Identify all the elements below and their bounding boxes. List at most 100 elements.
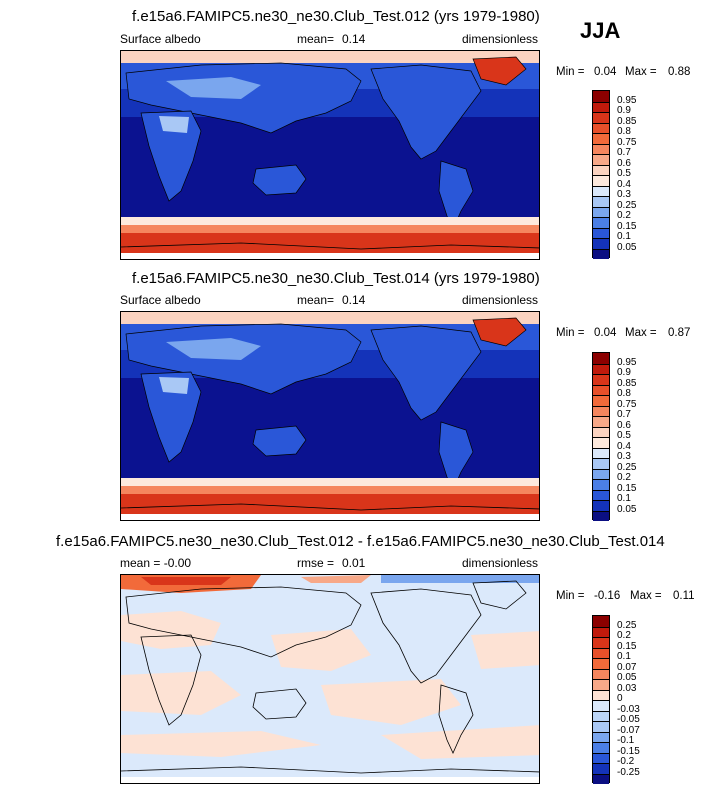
panel2-variable-label: Surface albedo: [120, 293, 201, 307]
panel2-units: dimensionless: [462, 293, 539, 307]
panel3-units: dimensionless: [462, 556, 539, 570]
colorbar-segment: [593, 353, 609, 364]
colorbar-tick-label: 0.25: [617, 461, 637, 473]
colorbar-tick-label: 0.1: [617, 231, 631, 242]
colorbar-segment: [593, 143, 609, 154]
colorbar-tick-label: 0.15: [617, 482, 637, 494]
panel1-max-value: 0.88: [668, 66, 691, 78]
colorbar-segment: [593, 426, 609, 437]
panel3-difference-map: [120, 574, 540, 784]
colorbar-segment: [593, 384, 609, 395]
colorbar-segment: [593, 395, 609, 406]
colorbar-segment: [593, 468, 609, 479]
colorbar-tick-label: 0.85: [617, 377, 637, 389]
panel1-colorbar: [592, 90, 610, 259]
colorbar-segment: [593, 164, 609, 175]
colorbar-segment: [593, 489, 609, 500]
colorbar-segment: [593, 668, 609, 679]
colorbar-tick-label: 0.4: [617, 440, 631, 452]
colorbar-segment: [593, 437, 609, 448]
colorbar-tick-label: 0.2: [617, 210, 631, 221]
colorbar-segment: [593, 500, 609, 511]
colorbar-segment: [593, 479, 609, 490]
colorbar-tick-label: 0.7: [617, 147, 631, 158]
colorbar-tick-label: 0.9: [617, 367, 631, 378]
colorbar-tick-label: 0.2: [617, 472, 631, 483]
colorbar-tick-label: 0.05: [617, 672, 637, 683]
colorbar-segment: [593, 154, 609, 165]
panel1-min-value: 0.04: [594, 66, 617, 78]
panel1-map-svg: [121, 51, 539, 259]
colorbar-segment: [593, 752, 609, 763]
panel2-max-label: Max =: [625, 327, 657, 339]
colorbar-segment: [593, 616, 609, 627]
panel2-min-label: Min =: [556, 327, 585, 339]
colorbar-tick-label: 0.1: [617, 651, 631, 662]
panel2-colorbar: [592, 352, 610, 521]
colorbar-segment: [593, 700, 609, 711]
colorbar-segment: [593, 679, 609, 690]
colorbar-tick-label: 0.6: [617, 419, 631, 431]
colorbar-segment: [593, 626, 609, 637]
colorbar-segment: [593, 637, 609, 648]
colorbar-segment: [593, 206, 609, 217]
colorbar-segment: [593, 248, 609, 259]
colorbar-tick-label: 0.6: [617, 157, 631, 169]
panel3-mean-text: mean = -0.00: [120, 556, 192, 570]
colorbar-segment: [593, 217, 609, 228]
colorbar-tick-label: 0.03: [617, 682, 637, 694]
colorbar-segment: [593, 122, 609, 133]
colorbar-tick-label: -0.03: [617, 703, 640, 715]
colorbar-segment: [593, 175, 609, 186]
colorbar-tick-label: 0.85: [617, 115, 637, 127]
colorbar-tick-label: 0.15: [617, 220, 637, 232]
colorbar-tick-label: 0.8: [617, 388, 631, 399]
panel1-mean-value: 0.14: [342, 32, 366, 46]
colorbar-segment: [593, 133, 609, 144]
colorbar-tick-label: 0.5: [617, 168, 631, 179]
panel1-max-label: Max =: [625, 66, 657, 78]
colorbar-tick-label: 0.5: [617, 430, 631, 441]
colorbar-tick-label: 0.05: [617, 241, 637, 253]
colorbar-tick-label: -0.1: [617, 735, 635, 746]
colorbar-segment: [593, 91, 609, 102]
colorbar-segment: [593, 731, 609, 742]
colorbar-tick-label: 0.3: [617, 451, 631, 462]
colorbar-tick-label: -0.2: [617, 756, 635, 767]
colorbar-segment: [593, 773, 609, 784]
colorbar-segment: [593, 658, 609, 669]
panel2-albedo-map: [120, 311, 540, 521]
colorbar-tick-label: 0.4: [617, 178, 631, 190]
colorbar-segment: [593, 363, 609, 374]
colorbar-segment: [593, 416, 609, 427]
colorbar-segment: [593, 447, 609, 458]
colorbar-tick-label: 0.75: [617, 398, 637, 410]
colorbar-segment: [593, 458, 609, 469]
colorbar-tick-label: 0.75: [617, 136, 637, 148]
panel2-map-svg: [121, 312, 539, 520]
colorbar-segment: [593, 112, 609, 123]
colorbar-segment: [593, 721, 609, 732]
colorbar-tick-label: -0.05: [617, 714, 640, 725]
panel1-variable-label: Surface albedo: [120, 32, 201, 46]
panel2-min-value: 0.04: [594, 327, 617, 339]
panel2-max-value: 0.87: [668, 327, 691, 339]
panel3-map-svg: [121, 575, 539, 783]
colorbar-segment: [593, 238, 609, 249]
colorbar-tick-label: 0.25: [617, 619, 637, 631]
colorbar-segment: [593, 185, 609, 196]
panel3-max-label: Max =: [630, 590, 662, 602]
colorbar-segment: [593, 689, 609, 700]
panel3-min-value: -0.16: [594, 590, 621, 602]
panel1-albedo-map: [120, 50, 540, 260]
panel1-min-label: Min =: [556, 66, 585, 78]
colorbar-segment: [593, 710, 609, 721]
colorbar-segment: [593, 227, 609, 238]
panel3-min-label: Min =: [556, 590, 585, 602]
colorbar-tick-label: 0.07: [617, 661, 637, 673]
panel3-title: f.e15a6.FAMIPC5.ne30_ne30.Club_Test.012 …: [56, 533, 665, 550]
colorbar-tick-label: 0.95: [617, 356, 637, 368]
panel3-colorbar: [592, 615, 610, 784]
colorbar-segment: [593, 510, 609, 521]
colorbar-tick-label: 0.1: [617, 493, 631, 504]
